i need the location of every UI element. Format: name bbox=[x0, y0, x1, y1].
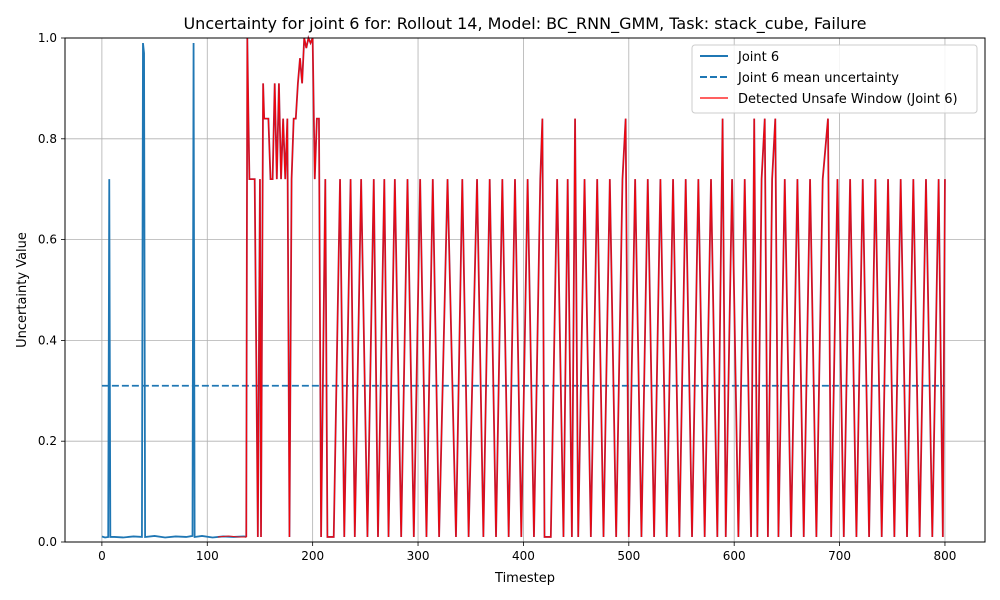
x-tick-label: 0 bbox=[98, 549, 106, 563]
x-tick-label: 500 bbox=[617, 549, 640, 563]
y-tick-label: 0.0 bbox=[38, 535, 57, 549]
x-tick-label: 400 bbox=[512, 549, 535, 563]
y-tick-label: 0.4 bbox=[38, 333, 57, 347]
x-tick-label: 600 bbox=[723, 549, 746, 563]
legend-label-joint: Joint 6 bbox=[737, 50, 779, 65]
series-lines bbox=[101, 34, 946, 539]
x-tick-label: 800 bbox=[934, 549, 957, 563]
plot-frame bbox=[64, 37, 986, 543]
y-axis-label: Uncertainty Value bbox=[15, 232, 30, 348]
legend-label-mean: Joint 6 mean uncertainty bbox=[737, 71, 899, 86]
y-tick-label: 0.2 bbox=[38, 434, 57, 448]
y-tick-label: 0.6 bbox=[38, 233, 57, 247]
x-tick-label: 300 bbox=[407, 549, 430, 563]
x-axis-label: Timestep bbox=[494, 571, 555, 586]
axis-ticks: 0 100 200 300 400 500 600 700 800 0.0 0.2 0.4 0.6 0.8… bbox=[38, 31, 957, 563]
chart-title: Uncertainty for joint 6 for: Rollout 14,… bbox=[183, 14, 866, 34]
x-tick-label: 200 bbox=[301, 549, 324, 563]
legend-label-unsafe: Detected Unsafe Window (Joint 6) bbox=[738, 92, 958, 107]
y-tick-label: 1.0 bbox=[38, 31, 57, 45]
x-tick-label: 100 bbox=[196, 549, 219, 563]
series-line-joint bbox=[101, 42, 247, 539]
x-tick-label: 700 bbox=[828, 549, 851, 563]
series-line-unsafe bbox=[217, 36, 946, 538]
legend-box bbox=[691, 44, 978, 114]
legend: Joint 6 Joint 6 mean uncertainty Detecte… bbox=[691, 44, 978, 114]
y-tick-label: 0.8 bbox=[38, 132, 57, 146]
